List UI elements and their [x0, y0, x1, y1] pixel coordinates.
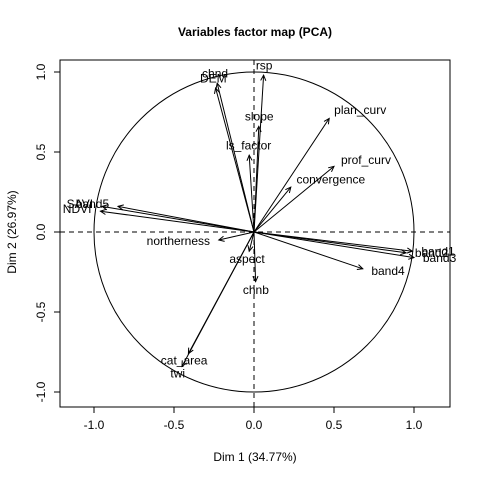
variable-label: band1 — [421, 244, 455, 258]
variable-label: chnd — [202, 67, 228, 81]
variable-label: twi — [170, 367, 185, 381]
variable-arrow — [116, 204, 255, 233]
variable-label: band5 — [76, 197, 110, 211]
variable-label: chnb — [243, 283, 269, 297]
y-axis-label: Dim 2 (26.97%) — [5, 190, 19, 273]
variable-label: convergence — [297, 172, 366, 186]
y-tick-label: 1.0 — [34, 63, 48, 80]
variable-arrow — [253, 231, 416, 260]
chart-title: Variables factor map (PCA) — [178, 25, 332, 39]
variable-arrow — [247, 231, 255, 253]
x-axis-label: Dim 1 (34.77%) — [213, 450, 296, 464]
variable-label: rsp — [256, 58, 273, 72]
variable-label: NDVI — [63, 202, 92, 216]
y-axis-ticks: -1.0 -0.5 0.0 0.5 1.0 — [34, 63, 60, 402]
x-tick-label: 0.0 — [246, 418, 263, 432]
variable-arrow — [253, 231, 408, 256]
variable-label: ls_factor — [226, 138, 271, 152]
variable-label: aspect — [229, 252, 265, 266]
variable-arrow — [213, 86, 255, 233]
plot-frame — [59, 59, 451, 408]
variable-arrow — [253, 125, 262, 233]
variable-label: band3 — [423, 251, 457, 265]
variable-label: northerness — [147, 234, 210, 248]
variable-arrow — [253, 231, 364, 271]
variable-arrow — [253, 186, 292, 233]
variable-arrow — [181, 231, 255, 368]
y-tick-label: -1.0 — [34, 381, 48, 402]
y-tick-label: -0.5 — [34, 301, 48, 322]
variable-arrow — [252, 231, 259, 283]
variable-arrow — [246, 154, 255, 233]
variable-label: cat_area — [161, 354, 208, 368]
variable-arrow — [253, 74, 267, 233]
variable-arrow — [253, 165, 335, 233]
x-tick-label: 0.5 — [326, 418, 343, 432]
variable-label: band4 — [371, 264, 405, 278]
variable-label: slope — [245, 110, 274, 124]
y-tick-label: 0.5 — [34, 143, 48, 160]
x-axis-ticks: -1.0 -0.5 0.0 0.5 1.0 — [84, 407, 423, 432]
variable-label: DEM — [200, 71, 227, 85]
x-tick-label: -1.0 — [84, 418, 105, 432]
variable-label: SAVI — [67, 197, 93, 211]
variable-arrows — [99, 74, 416, 368]
x-tick-label: 1.0 — [406, 418, 423, 432]
variable-label: band2 — [415, 246, 449, 260]
x-tick-label: -0.5 — [164, 418, 185, 432]
variable-arrow — [217, 231, 255, 242]
variable-label: prof_curv — [341, 153, 391, 167]
y-tick-label: 0.0 — [34, 223, 48, 240]
variable-arrow — [253, 117, 330, 233]
variable-arrow — [99, 208, 255, 233]
variable-label: plan_curv — [334, 103, 386, 117]
